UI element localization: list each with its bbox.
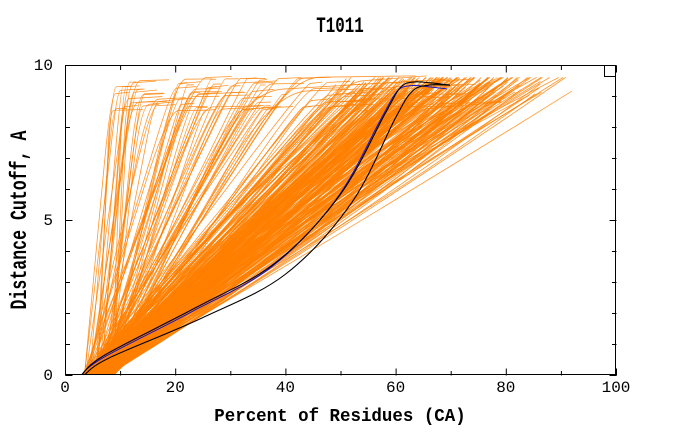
svg-text:20: 20	[166, 379, 185, 397]
svg-text:0: 0	[60, 379, 70, 397]
svg-text:0: 0	[43, 367, 53, 385]
svg-text:80: 80	[496, 379, 515, 397]
svg-text:100: 100	[602, 379, 631, 397]
svg-text:5: 5	[43, 212, 53, 230]
svg-text:60: 60	[386, 379, 405, 397]
svg-text:10: 10	[34, 57, 53, 75]
svg-text:40: 40	[276, 379, 295, 397]
